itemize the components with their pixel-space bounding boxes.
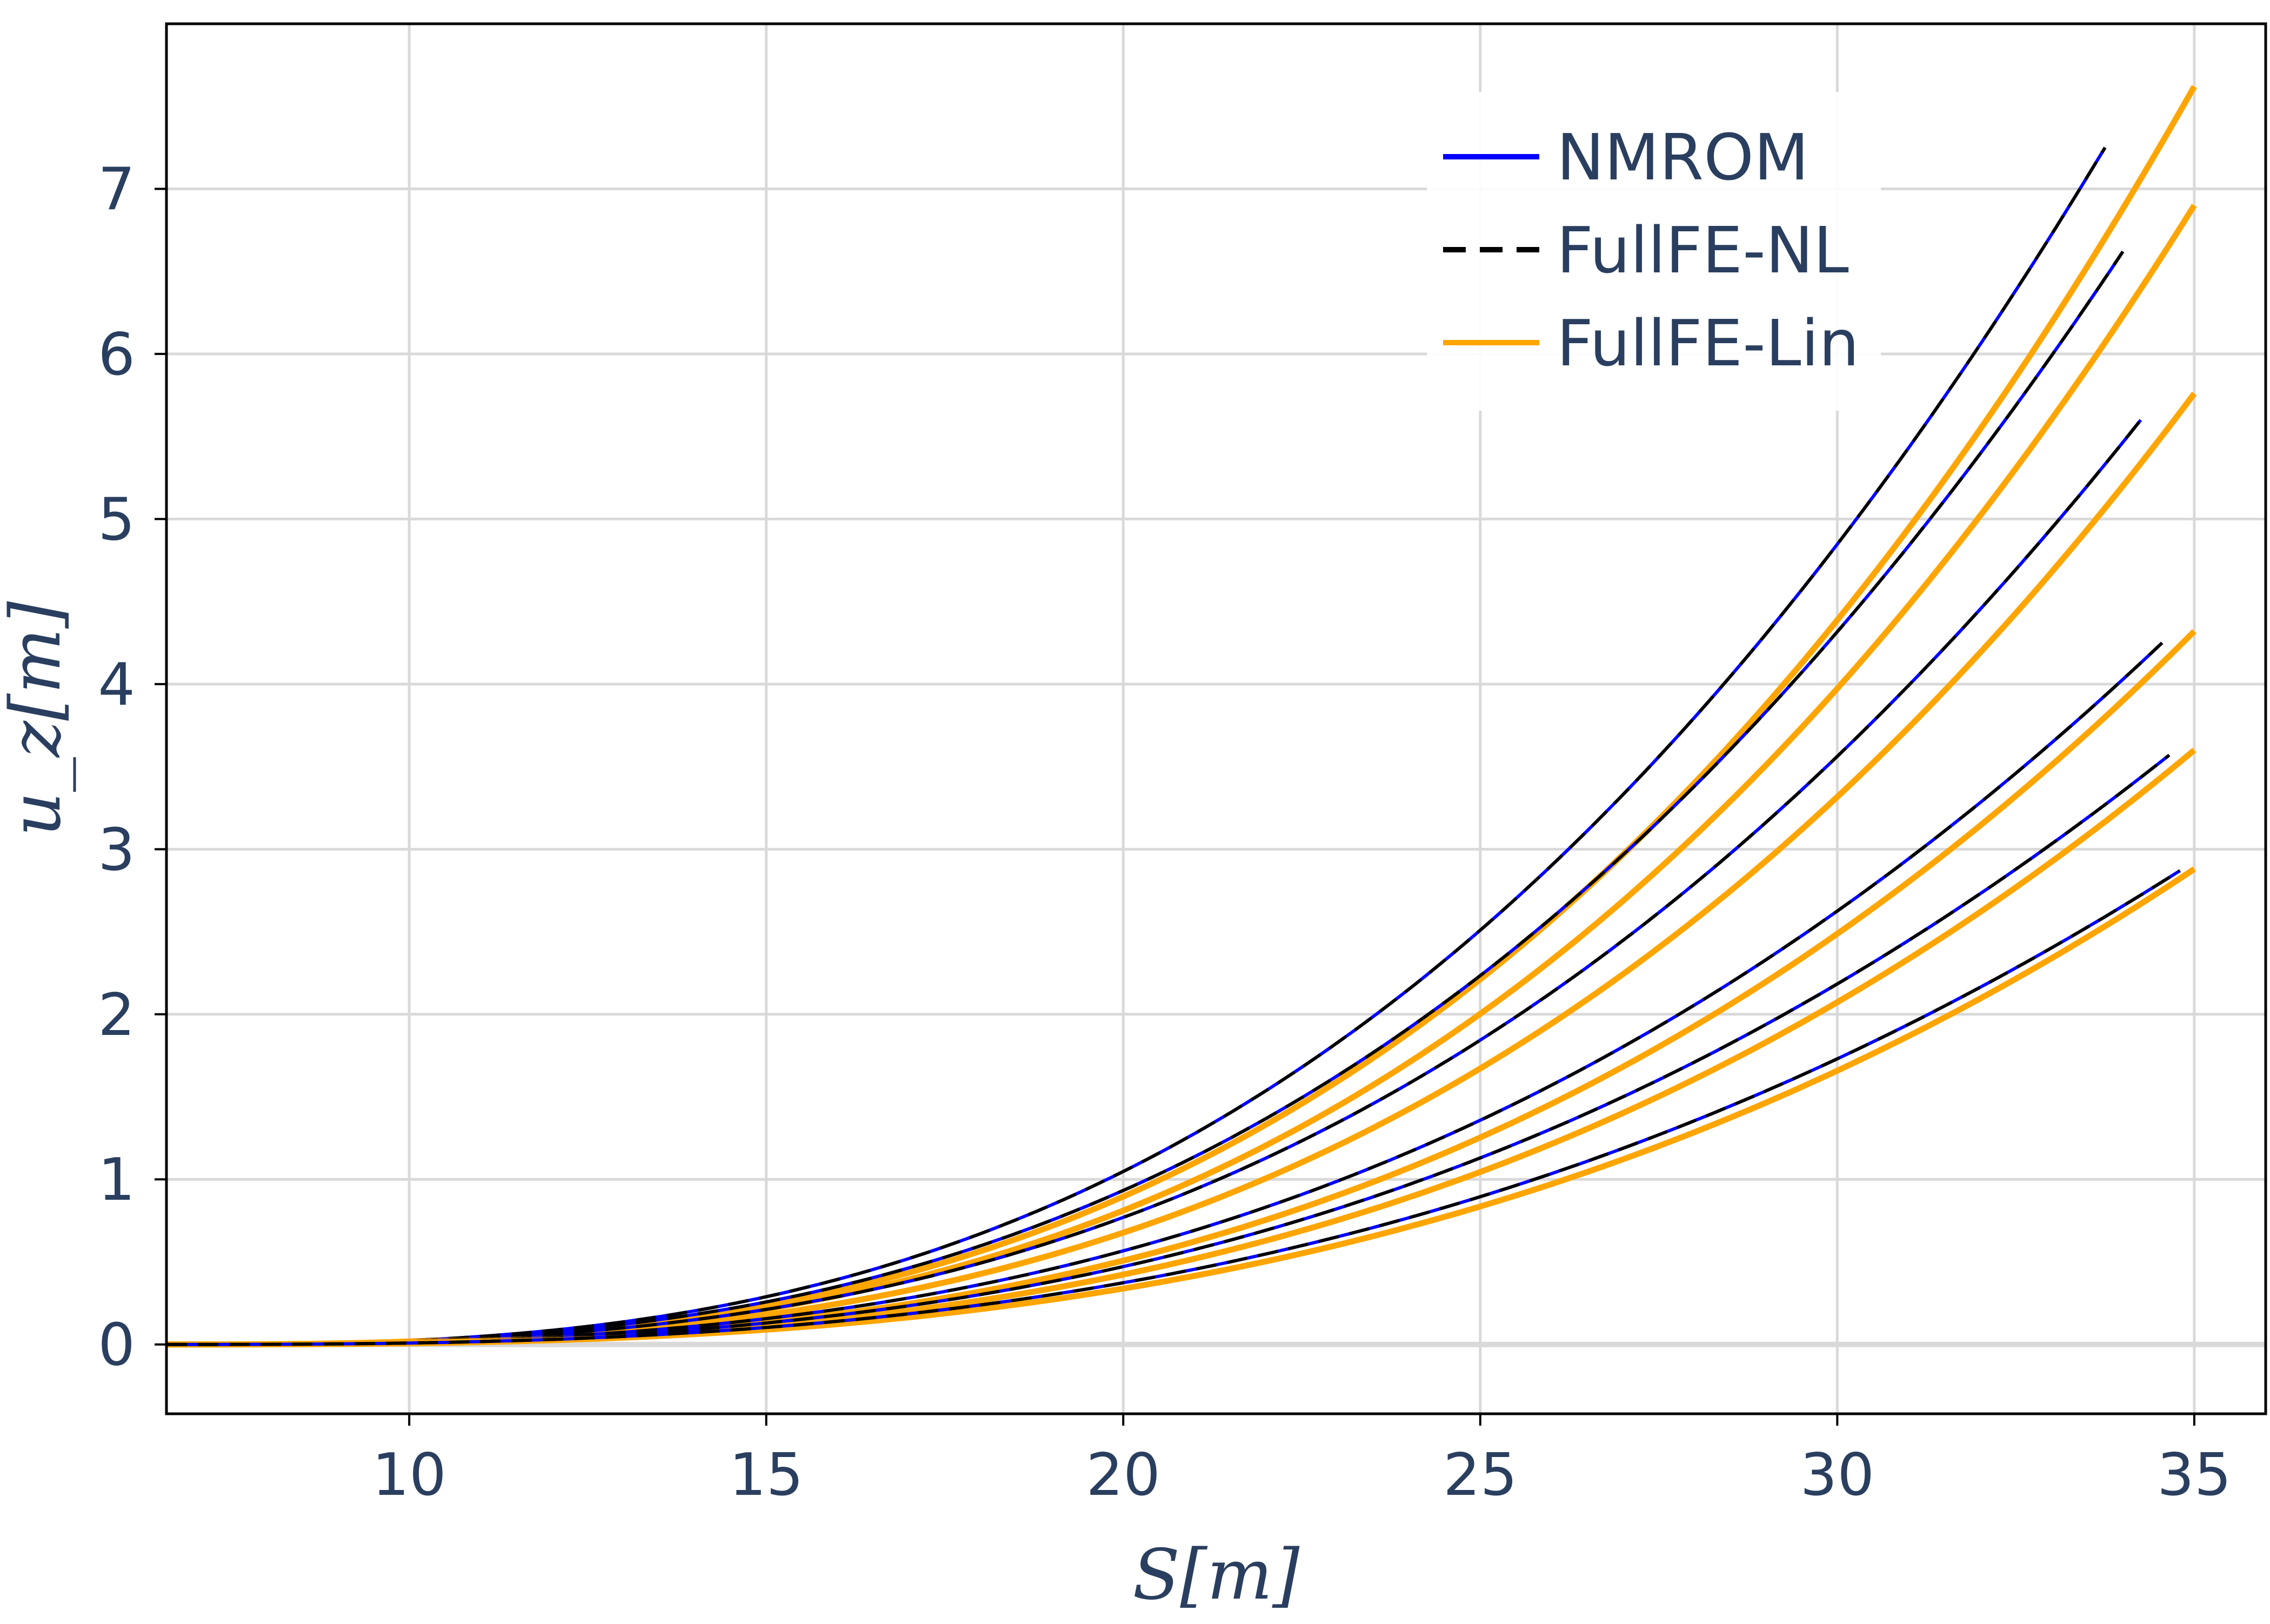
- ticks: 10 15 20 25 30 35 0 1 2 3 4 5 6 7: [98, 156, 2231, 1509]
- y-tick-label: 4: [98, 651, 135, 719]
- legend-label: NMROM: [1557, 120, 1809, 195]
- y-tick-label: 5: [98, 486, 135, 553]
- x-tick-label: 25: [1443, 1441, 1517, 1509]
- x-tick-label: 35: [2157, 1441, 2231, 1509]
- x-axis-title: S[m]: [1133, 1535, 1300, 1615]
- grid: [166, 24, 2266, 1414]
- x-tick-label: 30: [1800, 1441, 1874, 1509]
- plot-frame: [165, 22, 2267, 1415]
- x-tick-label: 10: [372, 1441, 446, 1509]
- y-tick-label: 0: [98, 1312, 135, 1379]
- legend-label: FullFE-NL: [1557, 213, 1849, 288]
- y-axis-title: u_z[m]: [0, 600, 76, 836]
- y-tick-label: 6: [98, 321, 135, 389]
- x-tick-label: 15: [729, 1441, 803, 1509]
- y-tick-label: 1: [98, 1146, 135, 1214]
- legend: NMROM FullFE-NL FullFE-Lin: [1427, 92, 1881, 411]
- x-tick-label: 20: [1086, 1441, 1160, 1509]
- series-layer: [166, 85, 2197, 1348]
- y-tick-label: 3: [98, 816, 135, 884]
- legend-label: FullFE-Lin: [1557, 306, 1859, 380]
- y-tick-label: 7: [98, 156, 135, 223]
- fullfe-nl-line: [166, 869, 2181, 1346]
- y-tick-label: 2: [98, 981, 135, 1049]
